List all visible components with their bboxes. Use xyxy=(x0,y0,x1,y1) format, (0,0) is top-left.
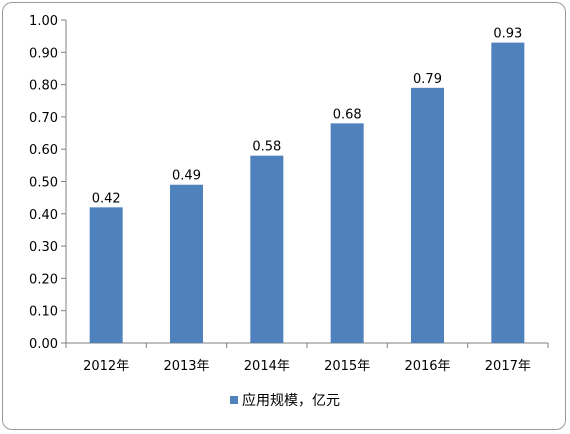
x-tick-label: 2015年 xyxy=(324,359,370,374)
x-tick-label: 2016年 xyxy=(404,359,450,374)
data-label: 0.68 xyxy=(333,107,362,122)
bar xyxy=(89,207,123,343)
y-tick-label: 0.80 xyxy=(29,79,58,94)
y-tick-label: 0.60 xyxy=(29,143,58,158)
bar xyxy=(491,42,525,344)
chart-bars xyxy=(89,42,525,344)
y-tick-label: 0.50 xyxy=(29,176,58,191)
chart-labels: 0.42 2012年 0.49 2013年 0.58 2014年 0.68 2015年 0.79… xyxy=(83,27,531,374)
y-tick-label: 0.00 xyxy=(29,337,58,352)
data-label: 0.93 xyxy=(493,27,522,42)
y-tick-label: 0.20 xyxy=(29,272,58,287)
data-label: 0.79 xyxy=(413,72,442,87)
legend-label: 应用规模，亿元 xyxy=(242,393,340,409)
y-tick-label: 0.90 xyxy=(29,46,58,61)
x-tick-label: 2012年 xyxy=(83,359,129,374)
y-tick-label: 0.70 xyxy=(29,111,58,126)
legend-swatch xyxy=(230,396,238,404)
x-tick-label: 2017年 xyxy=(485,359,531,374)
legend: 应用规模，亿元 xyxy=(0,390,570,410)
data-label: 0.49 xyxy=(172,169,201,184)
bar xyxy=(170,184,203,343)
bar xyxy=(411,87,444,343)
bar xyxy=(330,123,364,343)
data-label: 0.58 xyxy=(252,140,281,155)
data-label: 0.42 xyxy=(92,191,121,206)
x-tick-label: 2013年 xyxy=(163,359,209,374)
y-tick-label: 0.40 xyxy=(29,208,58,223)
x-tick-label: 2014年 xyxy=(244,359,290,374)
y-tick-label: 0.30 xyxy=(29,240,58,255)
chart-axes: 0.00 0.10 0.20 0.30 0.40 0.50 0.60 0.70 0.80 0.90… xyxy=(29,14,549,352)
bar xyxy=(250,155,284,343)
y-tick-label: 0.10 xyxy=(29,305,58,320)
y-tick-label: 1.00 xyxy=(29,14,58,29)
